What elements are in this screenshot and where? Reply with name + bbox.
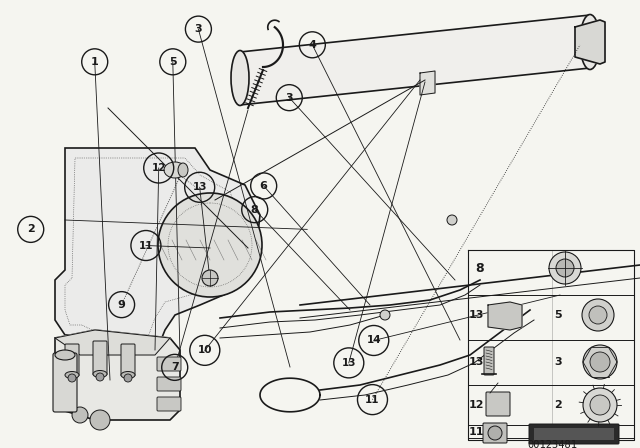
Text: 3: 3	[554, 357, 562, 367]
Text: 3: 3	[195, 24, 202, 34]
Ellipse shape	[65, 371, 79, 379]
Text: 6: 6	[260, 181, 268, 191]
FancyBboxPatch shape	[484, 347, 494, 375]
Text: 5: 5	[169, 57, 177, 67]
Text: 1: 1	[91, 57, 99, 67]
Circle shape	[96, 373, 104, 381]
Ellipse shape	[164, 162, 186, 178]
FancyBboxPatch shape	[157, 377, 181, 391]
Polygon shape	[488, 302, 522, 330]
Ellipse shape	[121, 371, 135, 379]
FancyBboxPatch shape	[534, 428, 614, 440]
Text: 11: 11	[468, 427, 484, 437]
Ellipse shape	[580, 14, 600, 69]
Text: 13: 13	[342, 358, 356, 368]
Text: 4: 4	[308, 40, 316, 50]
Text: 11: 11	[365, 395, 380, 405]
Circle shape	[90, 410, 110, 430]
Circle shape	[158, 193, 262, 297]
FancyBboxPatch shape	[529, 424, 619, 444]
FancyBboxPatch shape	[483, 423, 507, 443]
Text: 12: 12	[152, 163, 166, 173]
Text: 13: 13	[468, 357, 484, 367]
Circle shape	[589, 306, 607, 324]
Text: 2: 2	[554, 400, 562, 410]
Polygon shape	[55, 148, 260, 365]
Circle shape	[583, 345, 617, 379]
Circle shape	[583, 388, 617, 422]
Polygon shape	[575, 20, 605, 64]
Text: 13: 13	[193, 182, 207, 192]
Circle shape	[488, 426, 502, 440]
FancyBboxPatch shape	[157, 357, 181, 371]
Polygon shape	[55, 330, 180, 420]
FancyBboxPatch shape	[93, 341, 107, 375]
Circle shape	[582, 299, 614, 331]
Text: 8: 8	[251, 205, 259, 215]
Ellipse shape	[231, 51, 249, 105]
FancyBboxPatch shape	[65, 344, 79, 376]
Circle shape	[590, 395, 610, 415]
Circle shape	[72, 407, 88, 423]
Text: 10: 10	[198, 345, 212, 355]
FancyBboxPatch shape	[157, 397, 181, 411]
FancyBboxPatch shape	[121, 344, 135, 376]
FancyBboxPatch shape	[53, 353, 77, 412]
Text: 7: 7	[171, 362, 179, 372]
Text: 12: 12	[468, 400, 484, 410]
Circle shape	[549, 252, 581, 284]
FancyBboxPatch shape	[486, 392, 510, 416]
Ellipse shape	[55, 350, 75, 360]
Circle shape	[202, 270, 218, 286]
Text: 00123481: 00123481	[527, 440, 577, 448]
Circle shape	[380, 310, 390, 320]
Ellipse shape	[93, 370, 107, 378]
Text: 9: 9	[118, 300, 125, 310]
Text: 13: 13	[468, 310, 484, 320]
Polygon shape	[240, 15, 590, 105]
Circle shape	[590, 352, 610, 372]
Ellipse shape	[178, 163, 188, 177]
Polygon shape	[420, 71, 435, 95]
Circle shape	[556, 259, 574, 277]
Text: 8: 8	[476, 262, 484, 275]
Text: 14: 14	[367, 336, 381, 345]
Text: 5: 5	[554, 310, 562, 320]
Circle shape	[447, 215, 457, 225]
Circle shape	[68, 374, 76, 382]
Text: 11: 11	[139, 241, 153, 250]
Text: 2: 2	[27, 224, 35, 234]
Circle shape	[124, 374, 132, 382]
Text: 3: 3	[285, 93, 293, 103]
Polygon shape	[55, 330, 170, 355]
